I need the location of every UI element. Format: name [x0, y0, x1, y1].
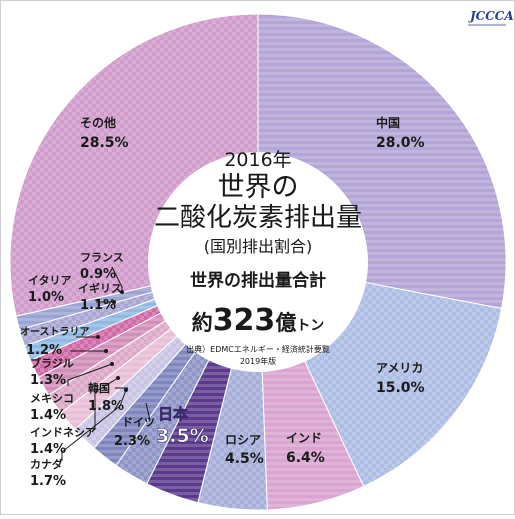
label-mexico-name: メキシコ: [30, 392, 74, 405]
leader-dots: [96, 290, 128, 392]
center-total-label: 世界の排出量合計: [190, 270, 326, 291]
label-china-name: 中国: [376, 115, 400, 130]
center-source-line2: 2019年版: [240, 356, 276, 366]
leader-line-germany: [145, 402, 151, 421]
center-title-line1: 世界の: [218, 172, 299, 203]
label-germany-value: 2.3%: [114, 434, 150, 449]
leader-dot-canada: [124, 388, 128, 392]
label-italy-value: 1.0%: [28, 290, 64, 305]
center-hole: [148, 152, 368, 372]
leader-dot-uk: [112, 300, 116, 304]
label-china-value: 28.0%: [376, 135, 425, 151]
leader-line-mexico: [67, 363, 113, 386]
label-korea-name: 韓国: [88, 381, 110, 395]
label-japan-name: 日本: [158, 405, 188, 423]
label-mexico-value: 1.4%: [30, 408, 66, 423]
label-france-value: 0.9%: [80, 267, 116, 282]
label-usa-name: アメリカ: [376, 361, 423, 375]
center-total-prefix: 約: [192, 311, 213, 335]
leader-lines: [61, 266, 151, 460]
label-other-value: 28.5%: [80, 135, 129, 151]
label-uk-value: 1.1%: [80, 298, 116, 313]
label-japan-value: 3.5%: [156, 425, 209, 447]
label-india-value: 6.4%: [286, 450, 325, 466]
center-year: 2016年: [224, 149, 291, 171]
center-text: 2016年 世界の 二酸化炭素排出量 (国別排出割合) 世界の排出量合計 約32…: [154, 149, 362, 366]
label-russia-value: 4.5%: [225, 451, 264, 467]
label-canada-value: 1.7%: [30, 474, 66, 489]
label-france-name: フランス: [80, 251, 124, 264]
label-australia-value: 1.2%: [26, 343, 62, 358]
center-total-value: 323: [213, 303, 276, 338]
label-brazil-value: 1.3%: [30, 373, 66, 388]
slice-labels: 中国 28.0% アメリカ 15.0% インド 6.4% ロシア 4.5% 日本…: [20, 115, 425, 489]
label-canada-name: カナダ: [30, 457, 63, 471]
leader-dot-australia: [96, 335, 100, 339]
center-title-line2: 二酸化炭素排出量: [154, 203, 362, 233]
label-usa-value: 15.0%: [376, 380, 425, 396]
label-uk-name: イギリス: [78, 281, 122, 295]
leader-line-indonesia: [94, 377, 119, 430]
label-korea-value: 1.8%: [88, 399, 124, 414]
label-russia-name: ロシア: [225, 433, 261, 447]
center-subtitle: (国別排出割合): [204, 237, 313, 256]
logo-text: JCCCA: [468, 9, 514, 23]
center-total-unit-oku: 億: [275, 311, 296, 335]
center-total-line: 約323億トン: [192, 303, 325, 338]
label-australia-name: オーストラリア: [20, 326, 90, 338]
label-italy-name: イタリア: [28, 274, 72, 287]
label-brazil-name: ブラジル: [30, 356, 74, 370]
leader-dot-france: [120, 290, 124, 294]
center-total-unit-ton: トン: [296, 318, 324, 334]
jccca-logo: JCCCA: [468, 9, 514, 26]
label-india-name: インド: [286, 431, 322, 445]
center-source-line1: 出典）EDMCエネルギー・経済統計要覧: [186, 344, 330, 354]
leader-line-canada: [61, 389, 127, 460]
label-germany-name: ドイツ: [122, 416, 155, 429]
leader-dot-indonesia: [116, 376, 120, 380]
label-other-name: その他: [80, 115, 116, 130]
leader-dot-mexico: [110, 362, 114, 366]
label-indonesia-name: インドネシア: [30, 426, 96, 439]
label-indonesia-value: 1.4%: [30, 442, 66, 457]
leader-dot-brazil: [104, 349, 108, 353]
